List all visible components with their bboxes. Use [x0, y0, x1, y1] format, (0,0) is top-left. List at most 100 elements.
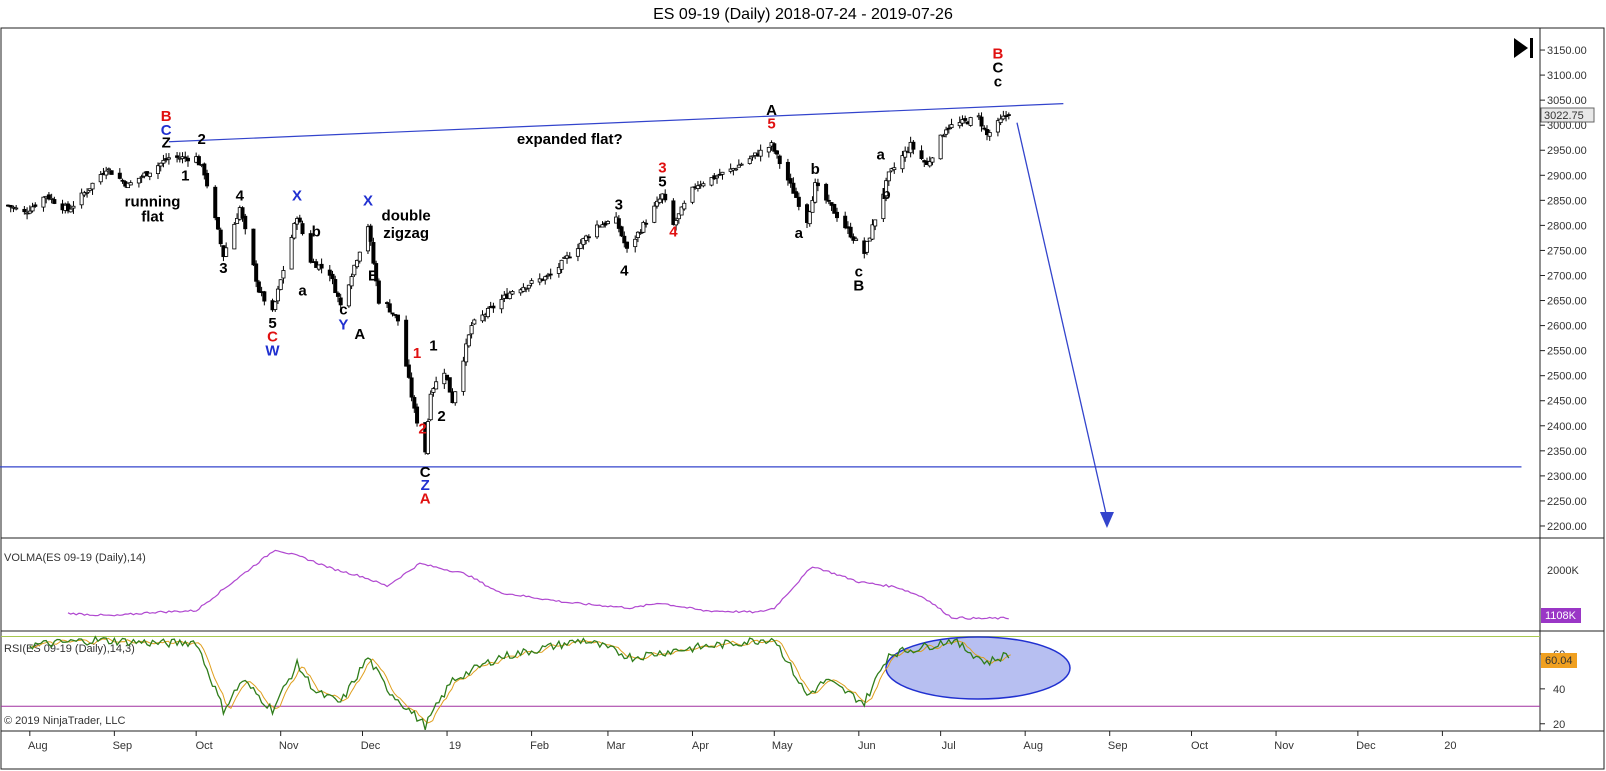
candle-body [567, 256, 572, 259]
candle-body [736, 164, 741, 168]
wave-label: A [420, 490, 431, 507]
projection-arrow-head [1099, 511, 1114, 528]
candle-body [775, 150, 780, 155]
candle-body [485, 308, 490, 318]
candle-body [14, 207, 19, 210]
candle-body [663, 193, 668, 201]
time-tick-label: Jun [858, 740, 876, 752]
candle-body [308, 233, 313, 263]
candle-body [82, 192, 87, 196]
candle-body [796, 196, 801, 207]
wave-label: b [312, 223, 321, 240]
candle-body [717, 173, 722, 176]
candle-body [998, 118, 1003, 123]
candle-body [829, 202, 834, 206]
time-tick-label: Sep [1108, 740, 1128, 752]
candle-body [507, 292, 512, 300]
wave-label: X [292, 187, 302, 204]
wave-annotations: BCZ 21runningflat435CWXbacYXdoublezigzagB… [125, 46, 1004, 508]
candle-body [232, 223, 237, 250]
price-tick-label: 2950.00 [1547, 145, 1587, 157]
candle-body [196, 156, 201, 166]
wave-label: 1 [181, 167, 189, 184]
candle-body [275, 288, 280, 302]
wave-label: W [265, 343, 280, 360]
wave-label: 1 [429, 338, 437, 355]
chart-frame [0, 27, 1605, 770]
candle-body [709, 177, 714, 186]
candle-body [8, 204, 13, 208]
projection-arrow-line [1016, 122, 1108, 519]
time-tick-label: Oct [1191, 740, 1208, 752]
candle-body [125, 182, 130, 189]
wave-label: 5 [767, 116, 775, 133]
candle-body [957, 122, 962, 127]
candle-body [330, 273, 335, 280]
candle-body [406, 364, 411, 378]
candle-body [881, 193, 886, 220]
candle-body [865, 241, 870, 253]
candle-body [739, 163, 744, 166]
candle-body [104, 170, 109, 176]
candle-body [71, 205, 76, 209]
candle-body [65, 203, 70, 212]
wave-label: A [354, 326, 365, 343]
candle-body [202, 163, 207, 176]
candle-body [595, 224, 600, 238]
candle-body [98, 174, 103, 183]
candle-body [772, 143, 777, 152]
candle-body [469, 325, 474, 335]
wave-label: zigzag [383, 225, 429, 242]
price-tick-label: 2800.00 [1547, 220, 1587, 232]
candle-body [491, 305, 496, 309]
candle-body [927, 161, 932, 167]
candle-body [49, 197, 54, 200]
wave-label: double [382, 207, 431, 224]
candle-body [794, 191, 799, 198]
price-tick-label: 2650.00 [1547, 296, 1587, 308]
candle-body [292, 223, 297, 239]
candle-body [900, 155, 905, 170]
candle-body [371, 242, 376, 264]
candle-body [644, 222, 649, 225]
candle-body [273, 301, 278, 310]
candle-body [657, 198, 662, 203]
candle-body [480, 314, 485, 322]
wave-label: A [766, 102, 777, 119]
candle-body [766, 146, 771, 153]
wave-label: B [161, 108, 172, 125]
candle-body [529, 280, 534, 284]
candle-body [415, 406, 420, 424]
candle-body [600, 224, 605, 228]
price-tick-label: 2250.00 [1547, 496, 1587, 508]
candle-body [671, 200, 676, 225]
wave-label: 2 [197, 131, 205, 148]
candle-body [884, 180, 889, 197]
skip-forward-icon[interactable] [1514, 38, 1528, 58]
candle-body [447, 377, 452, 393]
last-price-label: 3022.75 [1544, 110, 1584, 122]
candle-body [941, 135, 946, 138]
volma-line [67, 549, 1009, 620]
skip-forward-icon-bar[interactable] [1530, 38, 1533, 58]
candle-body [466, 334, 471, 347]
candle-body [374, 263, 379, 282]
candle-body [930, 157, 935, 163]
price-tick-label: 2450.00 [1547, 396, 1587, 408]
price-tick-label: 3000.00 [1547, 120, 1587, 132]
time-tick-label: Nov [279, 740, 299, 752]
candle-body [679, 206, 684, 216]
time-tick-label: Sep [113, 740, 133, 752]
candle-body [161, 159, 166, 164]
candle-body [556, 266, 561, 274]
candle-body [652, 205, 657, 223]
wave-label: c [855, 263, 863, 280]
wave-label: C [161, 122, 172, 139]
candle-body [873, 219, 878, 227]
candle-body [319, 263, 324, 269]
candle-body [946, 127, 951, 130]
candle-body [185, 157, 190, 162]
candle-body [464, 343, 469, 363]
price-tick-label: 2850.00 [1547, 195, 1587, 207]
